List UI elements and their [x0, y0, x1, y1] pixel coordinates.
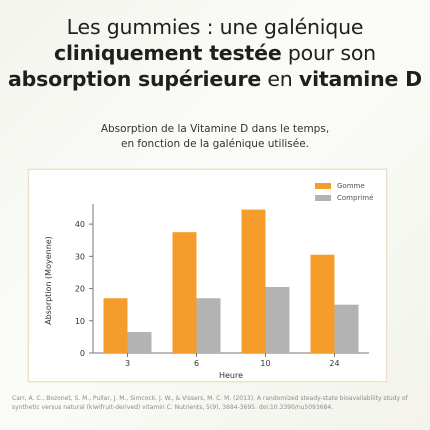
y-tick-label: 40: [75, 220, 85, 229]
bar-chart: 0 10 20 30 40 3 6 10 24 Heure Absorption (Moyenne): [44, 204, 369, 380]
headline-line-1: Les gummies : une galénique: [66, 15, 364, 39]
headline-emphasis-tested: cliniquement testée: [54, 41, 282, 65]
bar-comprime-24: [334, 304, 359, 353]
x-tick-label: 6: [194, 359, 199, 368]
headline-emphasis-absorption: absorption supérieure: [8, 67, 262, 91]
x-tick-label: 3: [125, 359, 130, 368]
legend-swatch: [315, 195, 331, 201]
citation: Carr, A. C., Bozonet, S. M., Pullar, J. …: [12, 395, 408, 411]
chart-legend: Gomme Comprimé: [315, 180, 373, 204]
headline-line-2: cliniquement testée pour son: [54, 41, 376, 65]
bar-comprime-6: [196, 298, 221, 353]
chart-card: 0 10 20 30 40 3 6 10 24 Heure Absorption (Moyenne)…: [28, 169, 387, 382]
bar-gomme-3: [103, 298, 128, 353]
y-tick-label: 30: [75, 252, 85, 261]
chart-subtitle: Absorption de la Vitamine D dans le temp…: [100, 123, 330, 150]
x-axis-label: Heure: [219, 371, 243, 380]
y-axis-label: Absorption (Moyenne): [44, 236, 53, 325]
legend-item-gomme: Gomme: [315, 180, 373, 192]
legend-label: Gomme: [337, 182, 365, 190]
bar-comprime-10: [265, 286, 290, 353]
headline-line-3: absorption supérieure en vitamine D: [8, 67, 422, 91]
headline-emphasis-vitamin: vitamine D: [298, 67, 422, 91]
legend-label: Comprimé: [337, 194, 374, 202]
legend-swatch: [315, 183, 331, 189]
legend-item-comprime: Comprimé: [315, 192, 373, 204]
x-tick-label: 24: [329, 359, 339, 368]
bar-comprime-3: [127, 332, 152, 353]
y-tick-label: 10: [75, 317, 85, 326]
x-tick-label: 10: [260, 359, 270, 368]
y-tick-label: 20: [75, 285, 85, 294]
bar-gomme-6: [172, 232, 197, 353]
bar-gomme-24: [310, 254, 335, 353]
bar-gomme-10: [241, 209, 266, 353]
y-tick-label: 0: [80, 349, 85, 358]
headline: Les gummies : une galénique cliniquement…: [0, 14, 430, 92]
